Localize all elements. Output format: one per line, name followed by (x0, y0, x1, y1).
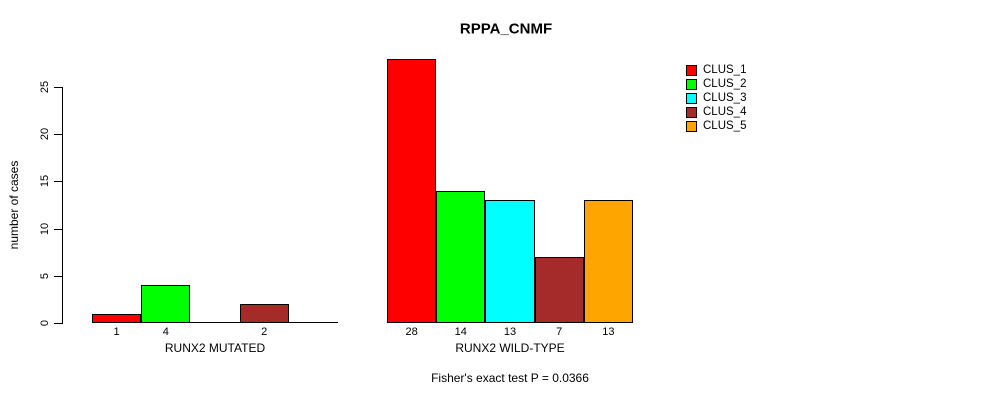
legend-item: CLUS_4 (686, 105, 746, 119)
y-axis-tick-label: 15 (39, 175, 51, 188)
legend-swatch-clus-2 (686, 78, 697, 90)
legend: CLUS_1 CLUS_2 CLUS_3 CLUS_4 CLUS_5 (686, 63, 746, 133)
y-axis-tick-label: 25 (39, 80, 51, 94)
bar-clus-1 (92, 313, 142, 323)
bar-value-label: 13 (503, 326, 517, 338)
legend-swatch-clus-5 (686, 120, 697, 132)
legend-label: CLUS_4 (703, 106, 747, 118)
bar-clus-3 (485, 200, 535, 323)
bar-value-label: 4 (162, 326, 169, 338)
bar-value-label: 7 (556, 326, 563, 338)
x-axis-label-wildtype: RUNX2 WILD-TYPE (455, 341, 565, 355)
y-axis-tick-label: 10 (39, 222, 51, 235)
chart-title: RPPA_CNMF (459, 20, 553, 38)
y-axis-spine (62, 87, 63, 324)
bar-clus-3-zero (190, 322, 240, 323)
bar-value-label: 13 (602, 326, 615, 338)
legend-item: CLUS_2 (686, 77, 746, 91)
y-axis-tick (54, 323, 62, 324)
y-axis-tick (54, 134, 62, 136)
bar-clus-4 (534, 256, 584, 323)
y-axis-tick (54, 275, 62, 277)
bar-clus-2 (436, 190, 486, 323)
annotation-text: Fisher's exact test P = 0.0366 (431, 371, 589, 385)
bar-clus-2 (141, 285, 191, 323)
y-axis-tick-label: 5 (39, 272, 51, 279)
legend-label: CLUS_2 (703, 78, 747, 90)
legend-item: CLUS_1 (686, 63, 746, 77)
y-axis-label: number of cases (7, 160, 21, 250)
y-axis-tick (54, 228, 62, 230)
bar-clus-5 (583, 200, 633, 323)
y-axis-tick-label: 0 (39, 319, 51, 327)
bar-value-label: 1 (113, 326, 120, 338)
x-axis-label-mutated: RUNX2 MUTATED (164, 341, 266, 355)
bar-value-label: 14 (454, 326, 467, 338)
legend-label: CLUS_1 (703, 64, 747, 76)
legend-label: CLUS_5 (703, 120, 747, 132)
bar-clus-5-zero (288, 322, 338, 323)
bar-value-label: 28 (405, 326, 418, 338)
bar-clus-4 (239, 304, 289, 323)
y-axis-tick (54, 181, 62, 183)
legend-label: CLUS_3 (703, 92, 747, 104)
bar-clus-1 (387, 58, 437, 323)
legend-item: CLUS_3 (686, 91, 746, 105)
legend-swatch-clus-1 (686, 64, 697, 76)
legend-swatch-clus-3 (686, 92, 697, 104)
y-axis-tick-label: 20 (39, 128, 51, 141)
legend-swatch-clus-4 (686, 106, 697, 118)
legend-item: CLUS_5 (686, 119, 746, 133)
bar-value-label: 2 (261, 326, 268, 338)
y-axis-tick (54, 87, 62, 88)
